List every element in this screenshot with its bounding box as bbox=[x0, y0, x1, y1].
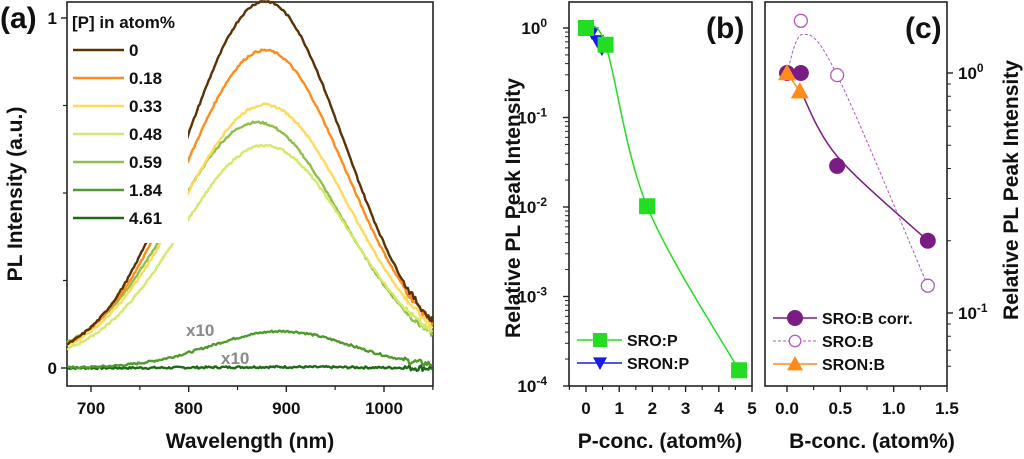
series-line-sro-p bbox=[585, 25, 740, 371]
x-tick-label: 800 bbox=[174, 399, 202, 418]
legend-title: [P] in atom% bbox=[72, 13, 175, 32]
x-tick-label: 0.0 bbox=[775, 399, 799, 418]
panel-a-x-ticks: 700 800 900 1000 bbox=[77, 386, 434, 418]
spectrum-line-0.48 bbox=[66, 143, 434, 351]
legend-marker-SRO:B corr. bbox=[787, 310, 803, 326]
panel-a-label: (a) bbox=[0, 2, 37, 35]
legend-label-SRON:P: SRON:P bbox=[627, 356, 690, 373]
legend-label-SRO:B: SRO:B bbox=[822, 334, 874, 351]
legend-label-0.59: 0.59 bbox=[129, 153, 162, 172]
x-tick-label: 4 bbox=[714, 399, 724, 418]
spectrum-line-0.18 bbox=[66, 48, 434, 345]
spectrum-line-0 bbox=[66, 0, 434, 345]
y-tick-label: 1 bbox=[48, 9, 57, 28]
legend-marker-SRON:P bbox=[593, 357, 607, 370]
panel-b-frame bbox=[568, 1, 753, 387]
x-tick-label: 3 bbox=[681, 399, 690, 418]
legend-label-0.33: 0.33 bbox=[129, 97, 162, 116]
x-tick-label: 700 bbox=[77, 399, 105, 418]
y-tick-label: 10-2 bbox=[517, 195, 547, 217]
data-point-sro-b-corr bbox=[792, 65, 809, 81]
y-tick-label: 10-1 bbox=[958, 301, 988, 323]
legend-label-SRON:B: SRON:B bbox=[822, 357, 885, 374]
panel-c-label: (c) bbox=[905, 12, 942, 45]
x-tick-label: 2 bbox=[648, 399, 657, 418]
panel-a-y-label: PL Intensity (a.u.) bbox=[4, 107, 27, 282]
x-tick-label: 0.5 bbox=[829, 399, 853, 418]
legend-label-SRO:P: SRO:P bbox=[627, 333, 678, 350]
panel-c-x-label: B-conc. (atom%) bbox=[789, 430, 955, 453]
x-tick-label: 0 bbox=[581, 399, 590, 418]
data-point-sro-p bbox=[578, 20, 594, 36]
y-tick-label: 10-3 bbox=[517, 285, 547, 307]
panel-b: (b) 0 1 2 3 4 5 100 10-1 10-2 10-3 10-4 SRO:P SRON:… bbox=[502, 1, 757, 453]
legend-label-0.48: 0.48 bbox=[129, 125, 162, 144]
legend-marker-SRO:B bbox=[788, 334, 802, 348]
panel-c-legend: SRO:B corr. SRO:B SRON:B bbox=[773, 310, 913, 374]
panel-c-ticks: 0.0 0.5 1.0 1.5 100 10-1 bbox=[775, 61, 988, 418]
x-tick-label: 900 bbox=[272, 399, 300, 418]
panel-a-legend-bg bbox=[70, 5, 188, 243]
legend-marker-SRO:P bbox=[593, 333, 607, 347]
legend-label-0.18: 0.18 bbox=[129, 69, 162, 88]
legend-label-1.84: 1.84 bbox=[129, 181, 163, 200]
data-point-sro-p bbox=[731, 362, 748, 379]
panel-c-y-label: Relative PL Peak Intensity bbox=[1000, 60, 1023, 320]
data-point-sron-b bbox=[790, 82, 809, 99]
panel-b-label: (b) bbox=[706, 12, 744, 45]
legend-marker-SRON:B bbox=[787, 356, 803, 371]
annotation-x10-1.84: x10 bbox=[186, 321, 214, 340]
data-point-sro-b-corr bbox=[829, 157, 846, 174]
series-line-sro-b-corr bbox=[799, 88, 929, 242]
panel-a: (a) 700 800 900 1000 01 [P] in atom% 00.180… bbox=[0, 0, 434, 453]
x-tick-label: 1 bbox=[614, 399, 623, 418]
spectrum-line-0.33 bbox=[66, 102, 434, 346]
data-point-sron-b bbox=[778, 64, 796, 81]
y-tick-label: 100 bbox=[521, 16, 547, 38]
series-line-sro-b bbox=[786, 33, 929, 286]
data-point-sro-b bbox=[920, 278, 935, 293]
panel-a-frame bbox=[66, 1, 434, 387]
y-tick-label: 0 bbox=[48, 359, 57, 378]
panel-b-x-label: P-conc. (atom%) bbox=[578, 430, 743, 453]
y-tick-label: 10-1 bbox=[517, 106, 547, 128]
data-point-sro-b bbox=[793, 13, 808, 28]
x-tick-label: 5 bbox=[747, 399, 756, 418]
panel-b-plot bbox=[578, 20, 748, 379]
panel-c-plot bbox=[778, 13, 936, 293]
data-point-sro-p bbox=[639, 198, 656, 215]
annotation-x10-4.61: x10 bbox=[221, 349, 249, 368]
legend-label-0: 0 bbox=[129, 41, 138, 60]
panel-b-ticks: 0 1 2 3 4 5 100 10-1 10-2 10-3 10-4 bbox=[517, 16, 756, 418]
spectrum-line-4.61 bbox=[66, 364, 434, 372]
panel-a-legend: 0 0.18 0.33 0.48 0.59 1.84 4.61 bbox=[73, 41, 163, 228]
data-point-sro-b bbox=[830, 67, 845, 83]
spectrum-line-1.84 bbox=[66, 329, 434, 370]
panel-a-y-ticks: 01 bbox=[48, 9, 67, 378]
y-tick-label: 10-4 bbox=[517, 374, 547, 396]
x-tick-label: 1.0 bbox=[882, 399, 906, 418]
data-point-sro-b-corr bbox=[919, 232, 936, 249]
x-tick-label: 1000 bbox=[365, 399, 403, 418]
panel-c-frame bbox=[764, 1, 948, 387]
panel-a-curves bbox=[66, 0, 434, 372]
legend-label-4.61: 4.61 bbox=[129, 209, 162, 228]
legend-label-SRO:B corr.: SRO:B corr. bbox=[822, 311, 913, 328]
panel-a-x-label: Wavelength (nm) bbox=[166, 430, 334, 453]
data-point-sro-p bbox=[597, 36, 614, 53]
y-tick-label: 100 bbox=[958, 61, 984, 83]
panel-b-legend: SRO:P SRON:P bbox=[577, 333, 690, 373]
x-tick-label: 1.5 bbox=[935, 399, 959, 418]
panel-b-y-label: Relative PL Peak Intensity bbox=[502, 78, 525, 338]
